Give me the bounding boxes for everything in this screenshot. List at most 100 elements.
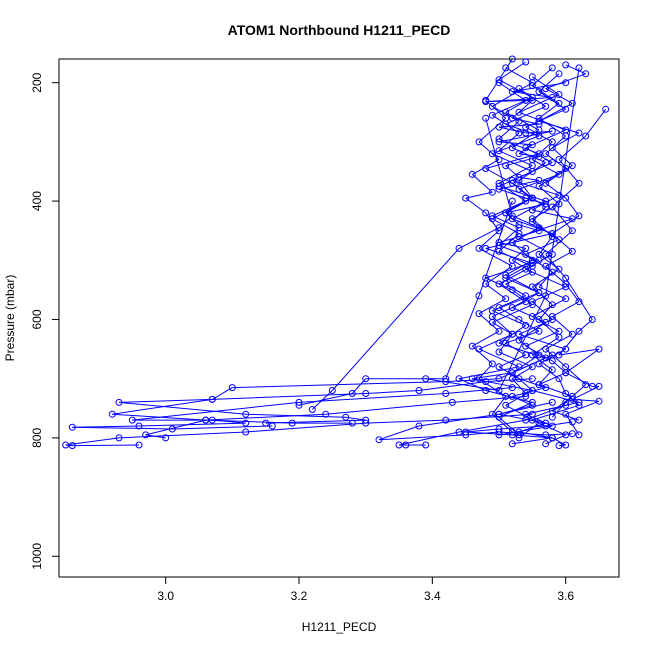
- data-point: [508, 212, 516, 220]
- data-point: [528, 375, 536, 383]
- series-line-segment: [565, 283, 580, 303]
- data-point: [542, 262, 550, 270]
- data-point: [142, 431, 150, 439]
- data-point: [495, 387, 503, 394]
- series-line-segment: [538, 253, 560, 270]
- series-line-segment: [498, 188, 526, 199]
- series-line-segment: [565, 277, 593, 320]
- y-axis: 200 400 600 800 1000: [30, 72, 59, 570]
- data-point: [548, 233, 556, 241]
- series-line-segment: [565, 400, 600, 415]
- data-point: [242, 410, 250, 418]
- series-line-segment: [472, 159, 500, 175]
- data-point: [528, 141, 536, 149]
- series-line-segment: [118, 401, 246, 415]
- series-line-segment: [512, 147, 546, 164]
- series-line-segment: [551, 182, 580, 208]
- series-line-segment: [398, 431, 460, 446]
- series-line-segment: [471, 345, 493, 365]
- x-tick-label: 3.6: [557, 589, 574, 603]
- series-line-segment: [538, 91, 566, 110]
- x-axis: 3.0 3.2 3.4 3.6: [157, 576, 574, 603]
- data-point: [362, 390, 370, 397]
- series-line-segment: [145, 419, 206, 436]
- series-line-segment: [512, 437, 553, 445]
- series-line-segment: [378, 425, 420, 441]
- data-point: [562, 410, 570, 418]
- series-line-segment: [232, 381, 446, 389]
- series-line-segment: [532, 268, 560, 288]
- series-line-segment: [538, 319, 560, 338]
- data-point: [595, 397, 603, 405]
- series-line-segment: [525, 253, 553, 273]
- series-line-segment: [532, 159, 560, 175]
- data-point: [542, 150, 550, 158]
- series-line-segment: [498, 431, 546, 436]
- series-line-segment: [498, 354, 526, 368]
- data-point: [562, 431, 570, 439]
- data-point: [535, 182, 543, 190]
- series-line-segment: [532, 209, 573, 220]
- data-point: [495, 135, 503, 143]
- series-line-segment: [518, 188, 546, 208]
- series-line-segment: [552, 132, 580, 149]
- series-line-segment: [498, 245, 540, 261]
- series-line-segment: [485, 118, 513, 217]
- data-point: [528, 206, 536, 214]
- data-point: [528, 94, 536, 101]
- data-point: [535, 316, 543, 323]
- data-point: [362, 375, 370, 383]
- series-line-segment: [498, 150, 533, 167]
- series-line-segment: [545, 135, 567, 155]
- series-line-segment: [505, 404, 540, 424]
- series-line-segment: [492, 310, 526, 326]
- data-point: [535, 289, 543, 297]
- series-line-segment: [538, 384, 573, 397]
- data-point: [115, 434, 123, 442]
- series-line-segment: [452, 395, 526, 403]
- data-point: [528, 301, 536, 309]
- data-point: [515, 336, 523, 344]
- data-point: [488, 111, 496, 119]
- series-line-segment: [532, 336, 560, 356]
- series-line-segment: [538, 363, 560, 380]
- series-line-segment: [485, 283, 506, 300]
- series-line-segment: [565, 197, 580, 217]
- series-line-segment: [498, 79, 533, 98]
- series-line-segment: [511, 100, 533, 119]
- series-line-segment: [545, 348, 567, 368]
- series-line-segment: [558, 378, 567, 394]
- data-point: [482, 244, 490, 252]
- data-point: [515, 375, 523, 383]
- series-line-segment: [498, 351, 533, 368]
- series-line-segment: [538, 102, 573, 122]
- series-line-segment: [531, 218, 553, 237]
- data-point: [595, 345, 603, 353]
- data-point: [542, 85, 550, 93]
- data-point: [555, 333, 563, 341]
- series-line-segment: [518, 180, 533, 199]
- series-line-segment: [505, 330, 540, 344]
- series-line-segment: [132, 401, 300, 421]
- series-line-segment: [532, 203, 560, 220]
- series-line-segment: [505, 342, 526, 356]
- data-point: [568, 99, 576, 107]
- series-line-segment: [485, 265, 513, 285]
- data-point: [575, 431, 583, 439]
- data-point: [548, 144, 556, 152]
- series-line-segment: [538, 117, 566, 137]
- series-line-segment: [518, 333, 566, 350]
- series-line-segment: [545, 230, 573, 255]
- data-point: [588, 316, 596, 323]
- data-point: [568, 227, 576, 235]
- data-point: [468, 170, 476, 178]
- data-point: [542, 292, 550, 300]
- data-point: [548, 434, 556, 442]
- data-point: [535, 250, 543, 258]
- data-point: [522, 96, 530, 104]
- series-line-segment: [498, 401, 533, 418]
- series-line-segment: [498, 141, 533, 146]
- data-point: [375, 436, 383, 444]
- series-line-segment: [445, 378, 500, 383]
